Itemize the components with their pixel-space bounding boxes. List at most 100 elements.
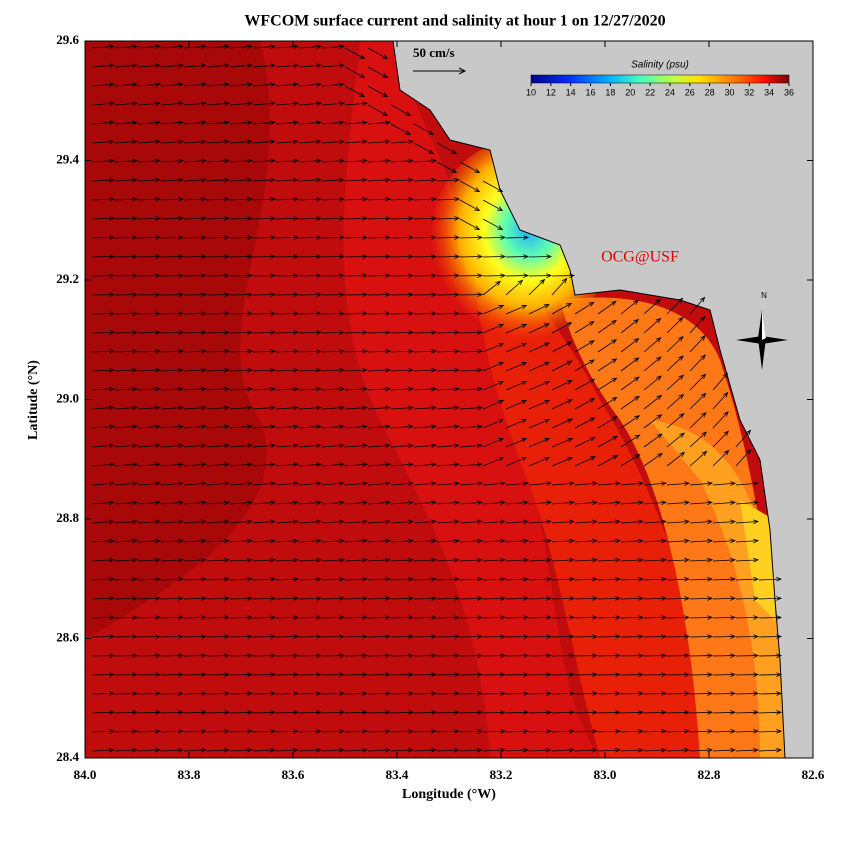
vector-head xyxy=(316,747,323,753)
vector xyxy=(91,331,115,334)
vector xyxy=(321,617,345,619)
vector xyxy=(689,412,707,429)
vector-head xyxy=(201,462,207,467)
vector-head xyxy=(270,405,276,411)
vector-head xyxy=(523,653,530,658)
vector xyxy=(91,313,115,315)
vector-head xyxy=(293,576,300,582)
vector xyxy=(666,482,689,486)
vector-head xyxy=(339,349,346,354)
vector-head xyxy=(408,747,415,753)
vector xyxy=(436,444,459,448)
vector-head xyxy=(588,301,595,307)
vector xyxy=(367,160,390,163)
vector xyxy=(321,444,344,448)
vector-head xyxy=(454,424,460,430)
vector-head xyxy=(615,710,622,715)
vector xyxy=(390,559,413,562)
vector-head xyxy=(454,557,460,563)
vector-head xyxy=(454,273,461,278)
vector-head xyxy=(431,653,438,658)
vector xyxy=(344,66,365,78)
vector xyxy=(229,482,252,486)
vector-head xyxy=(109,330,116,335)
vector-head xyxy=(224,386,230,392)
vector-head xyxy=(454,576,461,582)
vector-head xyxy=(408,443,414,448)
vector-head xyxy=(178,424,184,430)
vector-head xyxy=(633,318,640,325)
vector-head xyxy=(523,500,529,505)
vector-head xyxy=(431,254,438,259)
vector-head xyxy=(316,63,322,68)
vector xyxy=(482,199,503,211)
vector xyxy=(390,217,414,220)
vector xyxy=(620,730,643,733)
vector xyxy=(574,436,595,448)
vector xyxy=(298,350,321,353)
vector xyxy=(620,357,639,372)
vector-head xyxy=(753,653,760,658)
vector-head xyxy=(477,235,484,240)
vector-head xyxy=(546,672,553,677)
vector xyxy=(137,236,161,239)
vector xyxy=(574,711,598,714)
vector-head xyxy=(567,438,574,443)
vector-head xyxy=(339,82,345,87)
vector xyxy=(643,730,666,733)
vector xyxy=(459,369,482,372)
vector-head xyxy=(500,691,507,696)
vector-head xyxy=(521,438,528,443)
vector xyxy=(206,426,229,429)
vector-head xyxy=(405,111,412,117)
vector xyxy=(390,141,413,144)
vector-head xyxy=(500,235,507,240)
vector xyxy=(160,179,183,182)
vector xyxy=(114,597,138,600)
vector xyxy=(275,160,298,163)
vector-head xyxy=(408,349,415,354)
vector-head xyxy=(408,177,414,183)
vector xyxy=(712,559,735,562)
vector-head xyxy=(339,386,345,392)
vector xyxy=(436,463,459,467)
vector-head xyxy=(638,576,645,582)
vector xyxy=(137,313,161,315)
vector-head xyxy=(500,254,507,259)
vector xyxy=(597,617,621,619)
vector-head xyxy=(523,235,530,240)
x-tick-label: 82.8 xyxy=(698,767,721,782)
vector xyxy=(620,521,643,524)
vector-head xyxy=(109,349,116,354)
vector-head xyxy=(339,367,346,373)
vector xyxy=(114,141,137,144)
vector-head xyxy=(109,481,115,486)
vector-head xyxy=(615,728,622,734)
vector-head xyxy=(544,342,551,347)
vector-head xyxy=(293,710,300,715)
vector-head xyxy=(201,747,208,753)
vector-head xyxy=(408,424,414,430)
vector xyxy=(91,46,114,49)
vector xyxy=(252,407,275,410)
vector-head xyxy=(615,691,622,696)
vector xyxy=(528,730,551,733)
vector-head xyxy=(638,596,645,601)
vector xyxy=(344,597,368,600)
vector-head xyxy=(178,139,184,145)
vector xyxy=(229,179,252,182)
vector-head xyxy=(247,500,253,505)
vector-head xyxy=(678,374,685,380)
vector xyxy=(321,463,344,467)
vector xyxy=(91,444,114,448)
vector xyxy=(160,521,183,524)
vector-head xyxy=(431,443,437,448)
vector-head xyxy=(224,101,230,106)
vector-head xyxy=(224,292,231,297)
vector-head xyxy=(592,557,598,563)
vector xyxy=(114,46,137,49)
vector xyxy=(137,388,160,391)
vector xyxy=(620,338,639,353)
vector-head xyxy=(753,557,759,563)
vector-head xyxy=(178,273,185,278)
